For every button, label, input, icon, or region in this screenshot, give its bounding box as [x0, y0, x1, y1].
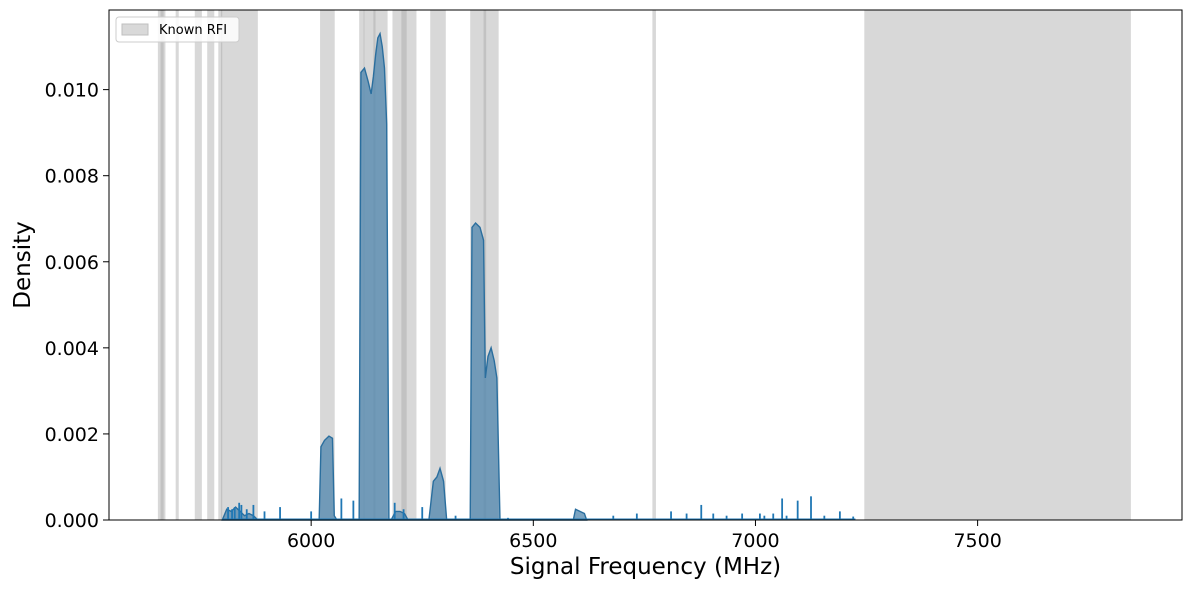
- rfi-band-12: [401, 10, 417, 520]
- legend-label-known-rfi: Known RFI: [159, 23, 227, 38]
- rfi-band-4: [207, 10, 215, 520]
- rfi-band-0: [157, 10, 164, 520]
- rfi-band-5: [218, 10, 223, 520]
- legend-swatch-known-rfi: [121, 23, 149, 36]
- density-spikes: [227, 496, 855, 520]
- rfi-band-7: [320, 10, 335, 520]
- y-axis-label: Density: [10, 221, 36, 308]
- y-tick-label-1: 0.002: [45, 424, 99, 446]
- x-axis-ticks: 6000 6500 7000 7500: [287, 520, 1002, 552]
- x-tick-label-2: 7000: [731, 530, 779, 552]
- y-axis-ticks: 0.000 0.002 0.004 0.006 0.008 0.010: [45, 80, 109, 532]
- x-tick-label-3: 7500: [953, 530, 1001, 552]
- rfi-band-1: [160, 10, 166, 520]
- x-tick-label-1: 6500: [509, 530, 557, 552]
- y-tick-label-5: 0.010: [45, 80, 99, 102]
- legend: Known RFI: [115, 16, 240, 43]
- legend-box: [115, 16, 240, 43]
- rfi-band-6: [220, 10, 258, 520]
- y-tick-label-3: 0.006: [45, 252, 99, 274]
- rfi-band-3: [194, 10, 202, 520]
- y-tick-label-2: 0.004: [45, 338, 99, 360]
- rfi-band-2: [175, 10, 179, 520]
- y-tick-label-0: 0.000: [45, 510, 99, 532]
- x-tick-label-0: 6000: [287, 530, 335, 552]
- rfi-band-11: [392, 10, 407, 520]
- plot-frame: [108, 9, 1183, 521]
- y-tick-label-4: 0.008: [45, 166, 99, 188]
- x-axis-label: Signal Frequency (MHz): [510, 554, 781, 580]
- rfi-band-16: [652, 10, 656, 520]
- rfi-band-13: [430, 10, 446, 520]
- rfi-band-17: [864, 10, 1131, 520]
